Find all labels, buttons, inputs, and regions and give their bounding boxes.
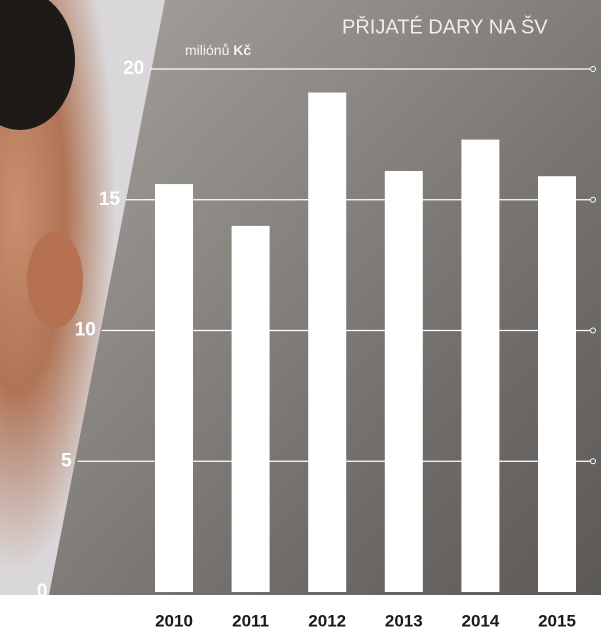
photo-hair bbox=[0, 0, 75, 130]
x-tick-label: 2011 bbox=[232, 611, 269, 630]
bar bbox=[155, 184, 193, 592]
y-tick-label: 15 bbox=[99, 189, 121, 210]
y-tick-label: 10 bbox=[75, 320, 96, 341]
y-tick-label: 0 bbox=[37, 581, 48, 602]
x-tick-label: 2014 bbox=[461, 611, 499, 630]
y-axis-label: miliónů Kč bbox=[185, 42, 251, 58]
chart-title: PŘIJATÉ DARY NA ŠV bbox=[342, 15, 548, 38]
photo-ear bbox=[27, 232, 83, 328]
x-tick-label: 2010 bbox=[155, 611, 193, 630]
grid-line-end bbox=[590, 196, 596, 203]
bar bbox=[231, 225, 270, 592]
y-axis-unit: Kč bbox=[233, 42, 251, 58]
y-axis-unit-text: miliónů bbox=[185, 42, 229, 58]
y-tick-label: 5 bbox=[61, 450, 72, 471]
footer-band bbox=[0, 595, 601, 632]
grid-line-end bbox=[590, 458, 596, 465]
x-tick-label: 2015 bbox=[538, 611, 576, 630]
bar bbox=[461, 139, 500, 593]
bar bbox=[308, 92, 347, 592]
x-tick-label: 2012 bbox=[308, 611, 346, 630]
bar bbox=[538, 176, 576, 592]
bar bbox=[384, 170, 423, 593]
photo bbox=[0, 0, 165, 600]
y-tick-label: 20 bbox=[123, 58, 144, 79]
grid-line-end bbox=[590, 327, 596, 334]
x-tick-label: 2013 bbox=[385, 611, 423, 630]
grid-line-end bbox=[590, 66, 596, 72]
